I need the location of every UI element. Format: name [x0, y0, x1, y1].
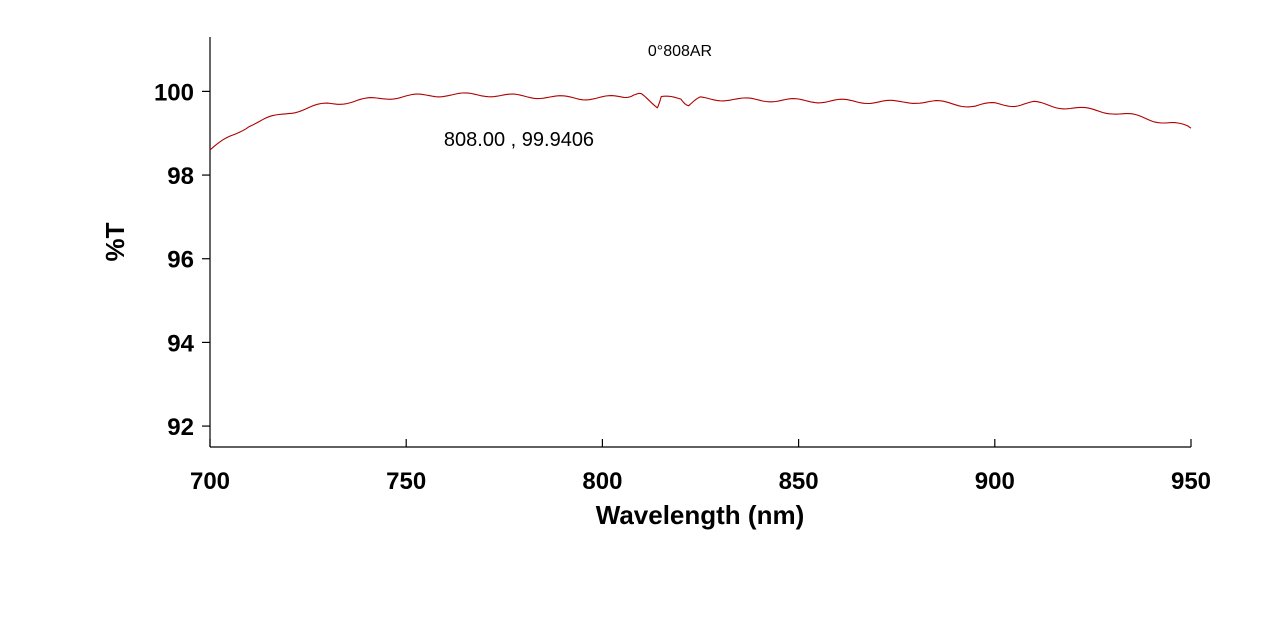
x-tick-label: 850 — [779, 468, 819, 495]
x-axis-title: Wavelength (nm) — [596, 500, 804, 530]
y-tick-label: 92 — [167, 414, 194, 441]
x-tick-label: 950 — [1171, 468, 1211, 495]
chart-title: 0°808AR — [648, 43, 712, 60]
y-axis-title: %T — [100, 222, 130, 261]
cursor-readout: 808.00 , 99.9406 — [444, 129, 594, 151]
y-tick-label: 100 — [154, 79, 194, 106]
x-tick-label: 750 — [386, 468, 426, 495]
y-tick-label: 94 — [167, 330, 194, 357]
transmittance-line — [209, 92, 1192, 151]
y-tick-label: 96 — [167, 247, 194, 274]
y-tick-label: 98 — [167, 163, 194, 190]
x-tick-label: 900 — [975, 468, 1015, 495]
x-tick-label: 700 — [190, 468, 230, 495]
x-tick-label: 800 — [582, 468, 622, 495]
